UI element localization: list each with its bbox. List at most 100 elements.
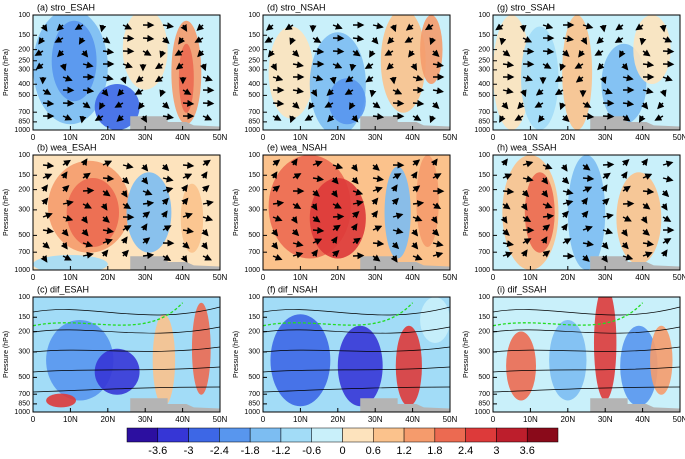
x-tick-label: 10N — [63, 133, 78, 142]
y-tick-label: 300 — [478, 67, 490, 74]
field-shade — [633, 15, 670, 84]
y-tick-label: 700 — [248, 109, 260, 116]
y-tick-label: 300 — [478, 349, 490, 356]
y-tick-label: 200 — [248, 328, 260, 335]
x-tick-label: 10N — [523, 133, 538, 142]
x-tick-label: 40N — [175, 415, 190, 424]
y-tick-label: 850 — [18, 401, 30, 408]
x-tick-label: 30N — [138, 415, 153, 424]
x-tick-label: 40N — [175, 133, 190, 142]
x-tick-label: 30N — [138, 133, 153, 142]
y-tick-label: 150 — [478, 314, 490, 321]
y-tick-label: 500 — [18, 232, 30, 239]
x-tick-label: 0 — [491, 273, 496, 282]
y-tick-label: 150 — [18, 172, 30, 179]
streamline — [183, 103, 193, 104]
colorbar-tick-label: 0 — [339, 445, 345, 454]
field-shade — [506, 332, 536, 401]
y-tick-label: 150 — [248, 172, 260, 179]
y-tick-label: 200 — [478, 186, 490, 193]
y-tick-label: 200 — [248, 186, 260, 193]
y-tick-label: 300 — [18, 67, 30, 74]
x-tick-label: 0 — [261, 133, 266, 142]
y-tick-label: 200 — [18, 328, 30, 335]
y-tick-label: 850 — [478, 401, 490, 408]
panel-title: (e) wea_NSAH — [267, 142, 327, 152]
streamline — [603, 164, 613, 165]
colorbar-cell — [158, 428, 189, 442]
y-tick-label: 500 — [248, 374, 260, 381]
x-tick-label: 10N — [63, 415, 78, 424]
x-tick-label: 40N — [635, 133, 650, 142]
panel-title: (b) wea_ESAH — [37, 142, 97, 152]
panel-title: (g) stro_SSAH — [497, 2, 555, 12]
y-tick-label: 500 — [248, 232, 260, 239]
x-tick-label: 0 — [491, 133, 496, 142]
x-tick-label: 20N — [330, 273, 345, 282]
colorbar-cell — [312, 428, 343, 442]
x-tick-label: 30N — [598, 133, 613, 142]
colorbar-tick-label: -1.2 — [271, 445, 290, 454]
streamline — [183, 165, 193, 166]
y-tick-label: 300 — [18, 349, 30, 356]
field-shade — [338, 326, 383, 407]
colorbar-tick-label: -3.6 — [148, 445, 167, 454]
y-axis-label: Pressure (hPa) — [463, 49, 470, 96]
field-shade — [385, 167, 411, 259]
y-tick-label: 1000 — [474, 127, 490, 134]
x-tick-label: 50N — [673, 415, 685, 424]
colorbar-cell — [219, 428, 250, 442]
streamline — [583, 178, 593, 179]
x-tick-label: 50N — [213, 273, 228, 282]
panel-field — [33, 155, 220, 273]
streamline — [313, 51, 323, 52]
colorbar-cell — [527, 428, 558, 442]
y-tick-label: 200 — [478, 46, 490, 53]
x-tick-label: 50N — [673, 273, 685, 282]
streamline — [373, 243, 383, 244]
field-shade — [594, 286, 616, 401]
colorbar-tick-label: 2.4 — [458, 445, 473, 454]
y-tick-label: 700 — [478, 391, 490, 398]
y-tick-label: 150 — [18, 32, 30, 39]
field-shade — [67, 178, 119, 247]
colorbar-tick-label: -1.8 — [241, 445, 260, 454]
colorbar-cell — [281, 428, 312, 442]
field-shade — [179, 44, 194, 113]
colorbar-cell — [250, 428, 281, 442]
y-tick-label: 300 — [248, 67, 260, 74]
x-tick-label: 0 — [31, 133, 36, 142]
y-axis-label: Pressure (hPa) — [3, 49, 10, 96]
panel-title: (i) dif_SSAH — [497, 284, 547, 294]
x-tick-label: 0 — [31, 415, 36, 424]
y-tick-label: 500 — [18, 92, 30, 99]
colorbar-cell — [404, 428, 435, 442]
y-tick-label: 150 — [248, 32, 260, 39]
panel-title: (c) dif_ESAH — [37, 284, 89, 294]
y-tick-label: 150 — [478, 172, 490, 179]
x-tick-label: 30N — [598, 273, 613, 282]
field-shade — [153, 314, 175, 406]
y-tick-label: 150 — [18, 314, 30, 321]
y-tick-label: 500 — [248, 92, 260, 99]
y-tick-label: 300 — [478, 207, 490, 214]
streamline — [503, 191, 513, 192]
panel-title: (d) stro_NSAH — [267, 2, 326, 12]
field-shade — [181, 184, 203, 253]
x-tick-label: 20N — [100, 415, 115, 424]
y-tick-label: 1000 — [244, 127, 260, 134]
panel-field — [263, 297, 450, 412]
x-tick-label: 30N — [368, 415, 383, 424]
y-tick-label: 300 — [248, 349, 260, 356]
colorbar-cell — [189, 428, 220, 442]
colorbar-tick-label: -0.6 — [302, 445, 321, 454]
streamline — [523, 51, 533, 52]
y-tick-label: 150 — [478, 32, 490, 39]
y-tick-label: 400 — [478, 81, 490, 88]
field-shade — [52, 21, 97, 102]
x-tick-label: 20N — [560, 133, 575, 142]
x-tick-label: 50N — [443, 133, 458, 142]
